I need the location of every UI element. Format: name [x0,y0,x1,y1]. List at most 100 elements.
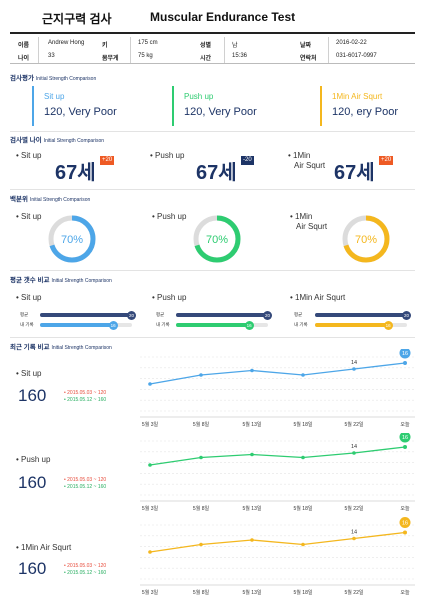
x-tick-label: 5월 22일 [345,589,364,596]
record-note-green: • 2015.05.12 ~ 160 [64,484,107,490]
section-divider [10,337,415,338]
section-title: 평균 갯수 비교 Initial Strength Comparison [10,277,112,284]
eval-value: 120, Very Poor [184,106,257,118]
data-point [148,463,152,467]
mine-bar-fill [176,323,250,327]
evaluation-section: 검사평가 Initial Strength Comparison Sit up 1… [10,72,415,132]
record-value: 160 [18,386,47,405]
date-value: 2016-02-22 [336,40,367,46]
info-divider [328,37,329,63]
data-label: 14 [351,444,357,450]
compare-avg-label: 평균 [20,312,29,317]
record-note-red: • 2015.05.03 ~ 120 [64,563,107,569]
avg-bar-value: 20 [402,310,411,320]
mine-bar-track: 16 [40,320,132,330]
percentile-item-name: • Push up [152,212,187,221]
compare-item-name: • 1Min Air Squrt [290,293,346,302]
x-tick-label: 5월 3일 [142,589,159,596]
compare-mine-label: 내 기록 [20,322,34,327]
line-chart-situp: 5월 3일 5월 8일 5월 13일 5월 18일 5월 22일 오늘 14 16 [140,349,415,428]
age-item-name: • Sit up [16,151,42,160]
eval-name: Sit up [44,92,65,101]
data-point [301,455,305,460]
eval-card-pushup: Push up 120, Very Poor [172,86,302,126]
weight-value: 75 kg [138,53,153,59]
sex-value: 남 [232,43,238,49]
data-point [148,550,152,554]
record-item-name: • Sit up [16,369,42,378]
height-label: 키 [102,43,108,49]
section-title: 최근 기록 비교 Initial Strength Comparison [10,344,112,351]
age-item-name: • Push up [150,151,185,160]
series-line [149,446,406,466]
section-title: 백분위 Initial Strength Comparison [10,196,91,203]
page-title-korean: 근지구력 검사 [42,12,112,26]
data-label: 14 [351,530,357,536]
percentile-value: 70% [61,234,83,246]
average-compare-section: 평균 갯수 비교 Initial Strength Comparison • Si… [10,274,415,338]
avg-bar-fill [176,313,268,317]
info-divider [38,37,39,63]
record-note-green: • 2015.05.12 ~ 160 [64,570,107,576]
mine-bar-track: 16 [176,320,268,330]
record-value: 160 [18,559,47,578]
age-badge: +20 [100,156,115,165]
eval-name: Push up [184,92,214,101]
x-tick-label: 5월 18일 [294,421,313,428]
record-note-green: • 2015.05.12 ~ 160 [64,397,107,403]
age-item-value: 67세 [334,162,375,184]
record-item-name: • Push up [16,455,51,464]
age-item-squat: • 1Min Air Squrt 67세 +20 [288,134,415,184]
latest-value-label: 16 [402,521,408,527]
series-line [149,531,406,553]
x-tick-label: 5월 13일 [243,589,262,596]
compare-item-name: • Sit up [16,293,42,302]
x-tick-label: 5월 18일 [294,589,313,596]
data-point [403,445,407,449]
mine-bar-fill [40,323,114,327]
name-value: Andrew Hong [48,40,85,46]
avg-bar-fill [40,313,132,317]
data-point [352,536,356,541]
avg-bar-value: 20 [263,310,272,320]
record-item-name: • 1Min Air Squrt [16,543,72,552]
eval-value: 120, ery Poor [332,106,399,118]
data-point [250,368,254,373]
date-label: 날짜 [300,43,312,49]
mine-bar-track: 16 [315,320,407,330]
compare-item-name: • Push up [152,293,187,302]
data-point [301,542,305,547]
height-value: 175 cm [138,40,158,46]
avg-bar-value: 20 [127,310,136,320]
percentile-value: 70% [206,234,228,246]
data-point [403,361,407,365]
percentile-item-name: • 1Min Air Squrt [290,212,328,231]
phone-label: 연락처 [300,56,317,62]
age-item-value: 67세 [55,162,96,184]
x-tick-label: 5월 8일 [193,421,210,428]
section-title: 검사평가 Initial Strength Comparison [10,75,97,82]
percentile-section: 백분위 Initial Strength Comparison • Sit up … [10,193,415,271]
data-point [199,542,203,547]
time-label: 시간 [200,56,212,62]
sex-label: 성별 [200,43,212,49]
mine-bar-value: 16 [383,320,393,330]
avg-bar-track: 20 [40,310,136,320]
compare-avg-label: 평균 [156,312,165,317]
series-line [149,362,406,385]
record-value: 160 [18,473,47,492]
age-value: 33 [48,53,55,59]
patient-info-table: 이름 Andrew Hong 나이 33 키 175 cm 몸무게 75 kg … [10,32,415,64]
data-point [352,451,356,455]
data-point [301,373,305,377]
percentile-ring-squat: 70% [342,215,390,263]
age-item-pushup: • Push up 67세 -20 [150,134,280,184]
phone-value: 031-6017-0997 [336,53,377,59]
x-tick-label: 오늘 [400,505,410,512]
eval-value: 120, Very Poor [44,106,117,118]
data-point [250,538,254,542]
record-note-red: • 2015.05.03 ~ 120 [64,477,107,483]
x-tick-label: 오늘 [400,421,410,428]
section-divider [10,131,415,132]
avg-bar-fill [315,313,407,317]
